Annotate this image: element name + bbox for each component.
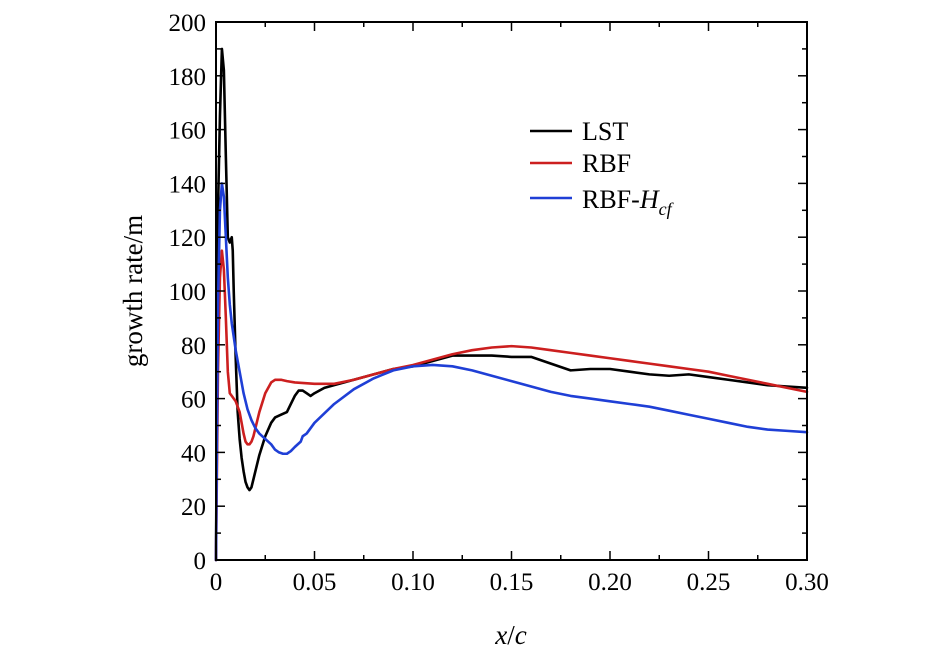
- legend-label-rbf-hcf-sub: cf: [659, 199, 675, 219]
- y-tick-label: 120: [169, 225, 207, 252]
- series-line-rbf-hcf: [214, 182, 809, 562]
- y-tick-label: 0: [194, 548, 207, 575]
- x-tick-label: 0.15: [490, 569, 534, 596]
- series-layer: [214, 47, 809, 562]
- legend-label-lst: LST: [582, 117, 628, 146]
- y-tick-label: 160: [169, 118, 207, 145]
- y-tick-label: 200: [169, 10, 207, 37]
- y-tick-label: 40: [181, 440, 206, 467]
- series-line-rbf: [214, 249, 809, 562]
- tick-labels-layer: 0 0.05 0.10 0.15 0.20 0.25 0.30 0 20 40 60 80 100 120…: [169, 10, 829, 596]
- y-tick-label: 140: [169, 171, 207, 198]
- x-tick-label: 0.20: [588, 569, 632, 596]
- x-axis-title-slash: /: [507, 620, 515, 650]
- series-line-lst: [214, 47, 809, 562]
- x-axis-title: x/c: [494, 620, 527, 650]
- x-axis-title-x: x: [494, 620, 507, 650]
- plot-frame: [215, 21, 808, 561]
- y-tick-label: 80: [181, 333, 206, 360]
- x-tick-label: 0.10: [391, 569, 435, 596]
- y-axis-title: growth rate/m: [118, 215, 148, 367]
- x-axis-title-c: c: [515, 620, 527, 650]
- legend-label-rbf-hcf: RBF-Hcf: [582, 185, 675, 219]
- legend-label-rbf: RBF: [582, 149, 631, 178]
- y-tick-label: 100: [169, 279, 207, 306]
- x-tick-label: 0.30: [785, 569, 829, 596]
- legend-label-rbf-hcf-italic: H: [639, 185, 660, 214]
- legend-label-rbf-hcf-base: RBF-: [582, 185, 640, 214]
- x-tick-label: 0.25: [687, 569, 731, 596]
- ticks-layer: [215, 21, 808, 561]
- legend: LST RBF RBF-Hcf: [530, 117, 675, 219]
- y-tick-label: 180: [169, 64, 207, 91]
- x-tick-label: 0: [210, 569, 223, 596]
- x-tick-label: 0.05: [293, 569, 337, 596]
- y-tick-label: 20: [181, 494, 206, 521]
- y-tick-label: 60: [181, 387, 206, 414]
